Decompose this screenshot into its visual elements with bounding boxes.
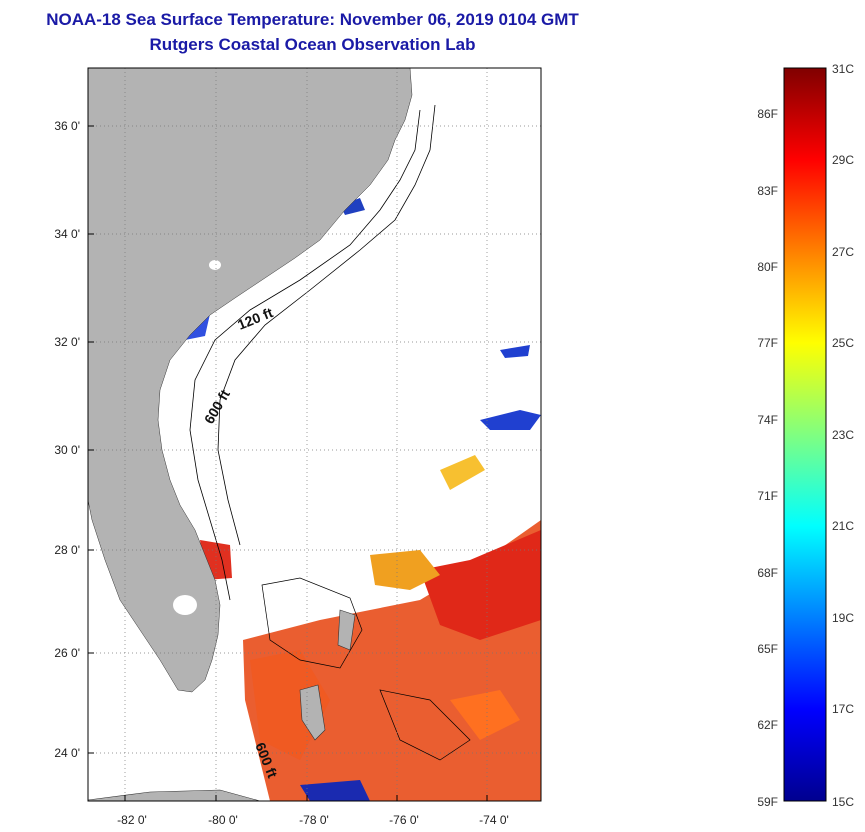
colorbar-c-label: 17C [832, 702, 854, 716]
colorbar-f-label: 80F [757, 260, 778, 274]
y-tick-label: 34 0' [54, 227, 80, 241]
colorbar-celsius-labels: 31C 29C 27C 25C 23C 21C 19C 17C 15C [832, 62, 854, 809]
lake [209, 260, 221, 270]
colorbar-c-label: 29C [832, 153, 854, 167]
colorbar-c-label: 27C [832, 245, 854, 259]
colorbar-c-label: 21C [832, 519, 854, 533]
land-us-coast [88, 68, 413, 693]
y-tick-label: 32 0' [54, 335, 80, 349]
colorbar [783, 67, 827, 802]
colorbar-c-label: 31C [832, 62, 854, 76]
y-tick-label: 24 0' [54, 746, 80, 760]
y-tick-label: 36 0' [54, 119, 80, 133]
x-tick-label: -78 0' [299, 813, 329, 827]
colorbar-c-label: 19C [832, 611, 854, 625]
y-tick-label: 26 0' [54, 646, 80, 660]
isobath-bahamas [261, 577, 471, 761]
colorbar-f-label: 62F [757, 718, 778, 732]
x-tick-label: -76 0' [389, 813, 419, 827]
land-bahamas [88, 609, 356, 801]
x-tick-label: -80 0' [208, 813, 238, 827]
x-tick-label: -74 0' [479, 813, 509, 827]
y-tick-label: 30 0' [54, 443, 80, 457]
colorbar-f-label: 65F [757, 642, 778, 656]
map-frame [87, 67, 542, 802]
colorbar-c-label: 15C [832, 795, 854, 809]
colorbar-f-label: 83F [757, 184, 778, 198]
axis-ticks [88, 125, 488, 801]
x-tick-label: -82 0' [117, 813, 147, 827]
colorbar-c-label: 25C [832, 336, 854, 350]
map-title: NOAA-18 Sea Surface Temperature: Novembe… [46, 10, 579, 29]
colorbar-f-label: 59F [757, 795, 778, 809]
y-axis-labels: 36 0' 34 0' 32 0' 30 0' 28 0' 26 0' 24 0… [54, 119, 80, 760]
y-tick-label: 28 0' [54, 543, 80, 557]
lake-okeechobee [173, 595, 197, 615]
colorbar-fahrenheit-labels: 86F 83F 80F 77F 74F 71F 68F 65F 62F 59F [757, 107, 778, 809]
colorbar-f-label: 71F [757, 489, 778, 503]
colorbar-f-label: 86F [757, 107, 778, 121]
colorbar-f-label: 68F [757, 566, 778, 580]
x-axis-labels: -82 0' -80 0' -78 0' -76 0' -74 0' [117, 813, 509, 827]
isobath-600ft [217, 104, 436, 546]
map-subtitle: Rutgers Coastal Ocean Observation Lab [149, 35, 476, 54]
colorbar-f-label: 77F [757, 336, 778, 350]
colorbar-c-label: 23C [832, 428, 854, 442]
colorbar-f-label: 74F [757, 413, 778, 427]
